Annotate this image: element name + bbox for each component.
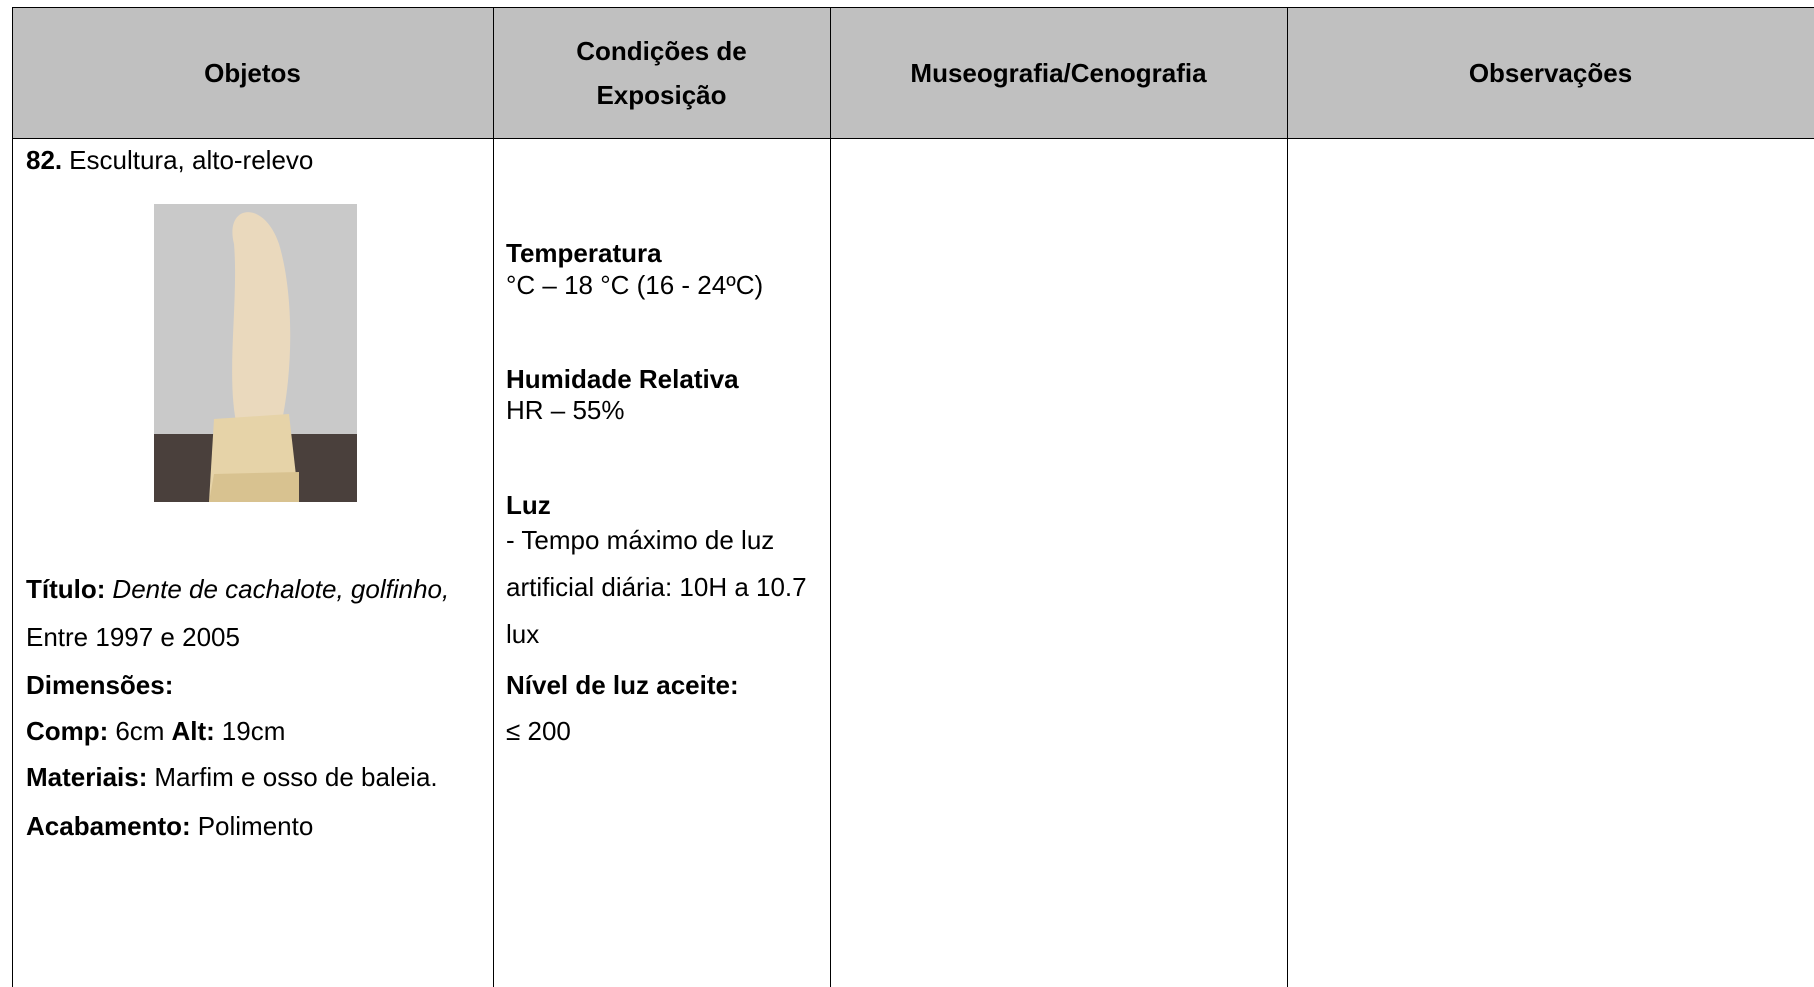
header-text: Objetos: [204, 57, 301, 88]
header-text: Museografia/Cenografia: [910, 57, 1207, 88]
condition-value: artificial diária: 10H a 10.7: [506, 572, 807, 602]
label: Título:: [26, 574, 106, 604]
condition-value: - Tempo máximo de luz: [506, 525, 775, 555]
table-border: [12, 7, 1814, 8]
title-line: Título: Dente de cachalote, golfinho,: [26, 574, 449, 604]
condition-value: ≤ 200: [506, 716, 571, 746]
table-border: [493, 7, 494, 987]
dimensions-line: Dimensões:: [26, 670, 173, 700]
label: Alt:: [171, 716, 215, 746]
condition-value: °C – 18 °C (16 - 24ºC): [506, 270, 764, 300]
condition-label: Nível de luz aceite:: [506, 670, 739, 700]
label: Materiais:: [26, 762, 148, 792]
object-photo: [154, 204, 357, 502]
table-border: [12, 7, 13, 987]
finish-line: Acabamento: Polimento: [26, 811, 313, 841]
header-text: Observações: [1468, 57, 1633, 88]
condition-value: lux: [506, 619, 540, 649]
object-number: 82.: [26, 145, 63, 175]
header-cell: Objetos: [12, 7, 493, 138]
object-date: Entre 1997 e 2005: [26, 622, 240, 652]
header-cell: Observações: [1287, 7, 1814, 138]
materials-line: Materiais: Marfim e osso de baleia.: [26, 762, 438, 792]
object-name: Escultura, alto-relevo: [69, 145, 314, 175]
object-title: Dente de cachalote, golfinho,: [112, 574, 450, 604]
label: Acabamento:: [26, 811, 191, 841]
value: 6cm: [115, 716, 165, 746]
condition-label: Luz: [506, 490, 551, 520]
table-border: [12, 138, 1814, 139]
value: Marfim e osso de baleia.: [154, 762, 438, 792]
table-border: [830, 7, 831, 987]
object-heading: 82. Escultura, alto-relevo: [26, 145, 313, 175]
header-cell: Condições de Exposição: [493, 7, 830, 138]
table-border: [1287, 7, 1288, 987]
condition-value: HR – 55%: [506, 395, 625, 425]
value: Polimento: [197, 811, 314, 841]
condition-label: Humidade Relativa: [506, 364, 739, 394]
label: Dimensões:: [26, 670, 174, 700]
header-cell: Museografia/Cenografia: [830, 7, 1287, 138]
header-text: Condições de Exposição: [576, 35, 747, 110]
label: Comp:: [26, 716, 109, 746]
condition-label: Temperatura: [506, 238, 662, 268]
value: 19cm: [221, 716, 286, 746]
size-line: Comp: 6cm Alt: 19cm: [26, 716, 285, 746]
